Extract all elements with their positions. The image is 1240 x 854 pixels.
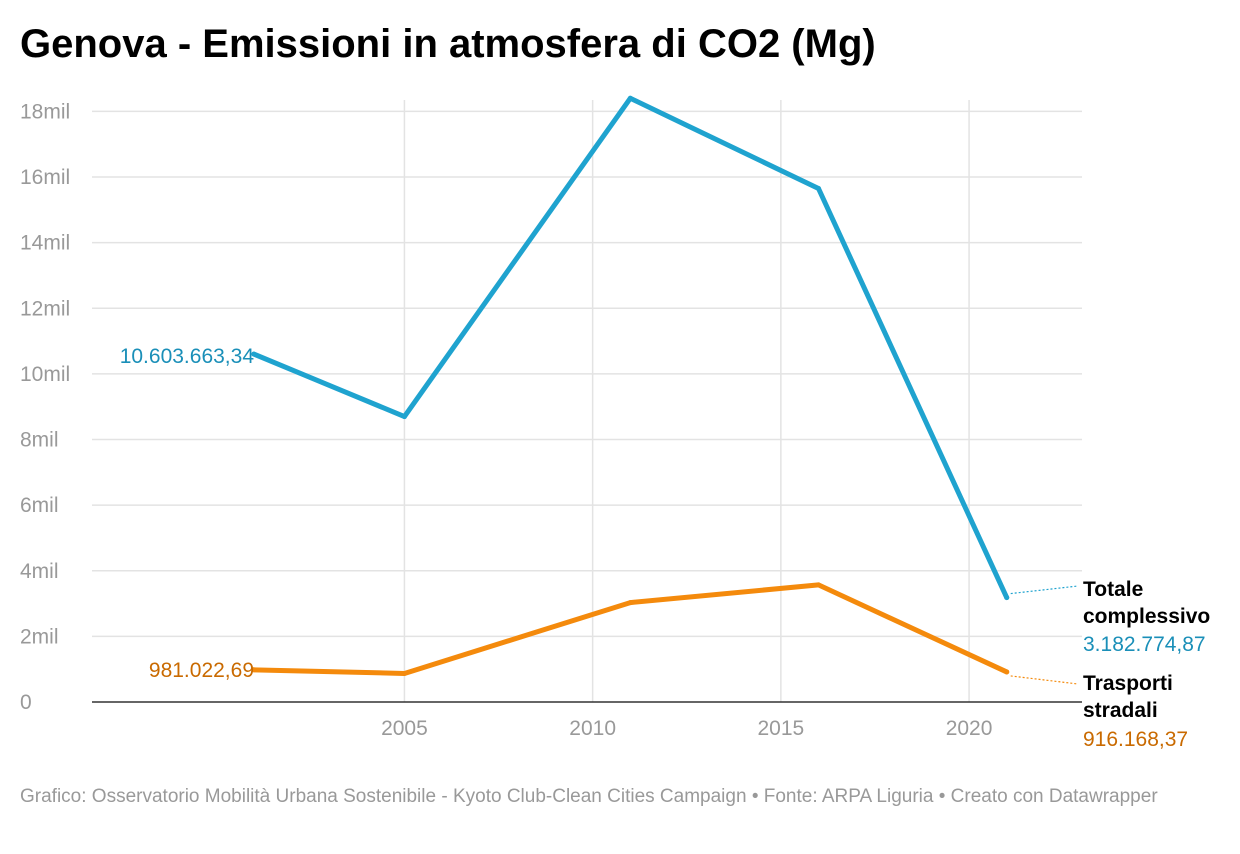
y-tick-label: 18mil	[20, 100, 70, 123]
y-tick-label: 14mil	[20, 232, 70, 255]
data-point	[401, 414, 407, 420]
x-tick-label: 2020	[946, 717, 993, 740]
series-name-label: stradali	[1083, 699, 1158, 722]
series-layer: 10.603.663,34 Totale complessivo 3.182.774,…	[120, 95, 1210, 751]
data-point	[816, 582, 822, 588]
y-tick-label: 16mil	[20, 166, 70, 189]
series-line	[251, 582, 1010, 676]
end-label-connector	[1010, 585, 1079, 595]
data-point	[1004, 595, 1010, 601]
series-name-label: Trasporti	[1083, 672, 1173, 695]
data-point	[401, 670, 407, 676]
start-value-label: 981.022,69	[149, 659, 254, 682]
series-name-label: complessivo	[1083, 605, 1210, 628]
data-point	[816, 186, 822, 192]
series-group: 10.603.663,34 Totale complessivo 3.182.774,…	[120, 95, 1210, 656]
data-point	[1004, 669, 1010, 675]
x-gridlines	[403, 100, 970, 702]
end-value-label: 916.168,37	[1083, 728, 1188, 751]
data-point	[251, 667, 257, 673]
x-axis-tick-labels: 2005 2010 2015 2020	[381, 717, 992, 740]
series-name-label: Totale	[1083, 578, 1143, 601]
x-tick-label: 2005	[381, 717, 428, 740]
y-gridlines	[92, 110, 1082, 638]
series-group: 981.022,69 Trasporti stradali 916.168,37	[149, 582, 1188, 751]
end-value-label: 3.182.774,87	[1083, 633, 1206, 656]
y-tick-label: 4mil	[20, 560, 59, 583]
data-point	[251, 351, 257, 357]
data-point	[627, 95, 633, 101]
end-label-connector	[1010, 675, 1079, 685]
y-tick-label: 8mil	[20, 429, 59, 452]
y-tick-label: 10mil	[20, 363, 70, 386]
series-line	[251, 95, 1010, 601]
start-value-label: 10.603.663,34	[120, 345, 255, 368]
x-tick-label: 2015	[757, 717, 804, 740]
y-tick-label: 12mil	[20, 297, 70, 320]
y-tick-label: 6mil	[20, 494, 59, 517]
x-tick-label: 2010	[569, 717, 616, 740]
chart-source-credit: Grafico: Osservatorio Mobilità Urbana So…	[20, 786, 1158, 807]
y-tick-label: 0	[20, 691, 32, 714]
y-tick-label: 2mil	[20, 625, 59, 648]
data-point	[627, 600, 633, 606]
chart-title: Genova - Emissioni in atmosfera di CO2 (…	[20, 22, 876, 66]
y-axis-tick-labels: 0 2mil 4mil 6mil 8mil 10mil 12mil 14mil 16mil 18m…	[20, 100, 70, 714]
